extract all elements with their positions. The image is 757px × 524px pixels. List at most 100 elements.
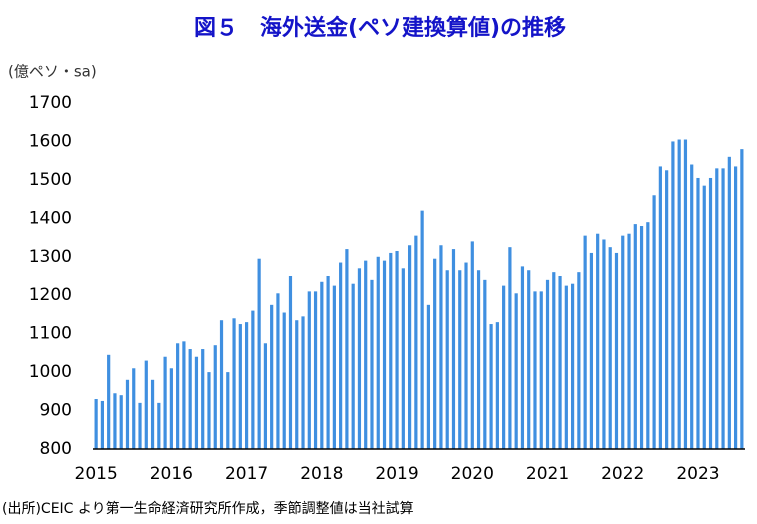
bar — [470, 241, 474, 449]
bar — [445, 270, 449, 449]
bar — [332, 285, 336, 449]
bar — [176, 343, 180, 449]
bar — [119, 395, 123, 449]
bar — [495, 322, 499, 449]
bar — [276, 293, 280, 449]
bar — [733, 166, 738, 449]
x-tick-label: 2023 — [676, 464, 719, 484]
bar — [376, 256, 380, 449]
bar — [608, 247, 612, 449]
bar — [639, 226, 644, 449]
bar — [690, 164, 694, 449]
bar — [414, 235, 418, 449]
bar — [244, 322, 249, 449]
bar — [345, 249, 349, 449]
source-note: (出所)CEIC より第一生命経済研究所作成，季節調整値は当社試算 — [2, 500, 414, 517]
bar — [295, 320, 299, 449]
bar — [150, 379, 155, 449]
chart-title: 図５ 海外送金(ペソ建換算値)の推移 — [194, 15, 566, 41]
bar — [238, 324, 242, 449]
bar — [740, 149, 744, 449]
bar — [301, 316, 305, 449]
y-tick-label: 1700 — [29, 93, 72, 113]
bar — [364, 260, 368, 449]
x-tick-label: 2018 — [300, 464, 343, 484]
bar — [602, 239, 606, 449]
bar — [476, 270, 481, 449]
bar — [596, 233, 600, 449]
bar — [489, 324, 493, 449]
bar — [188, 349, 192, 449]
bar — [665, 170, 669, 449]
bar — [113, 393, 117, 449]
bar — [288, 276, 293, 449]
bar — [370, 279, 374, 449]
bar — [157, 402, 161, 449]
bar — [401, 268, 405, 449]
bar — [351, 283, 355, 449]
bar — [696, 177, 700, 449]
bar — [125, 379, 130, 449]
bar — [219, 320, 224, 449]
y-tick-label: 1500 — [29, 170, 72, 190]
bar — [683, 139, 688, 449]
bar — [320, 281, 324, 449]
bar — [502, 285, 506, 449]
bar — [727, 156, 731, 450]
bar — [407, 245, 412, 449]
bar — [633, 224, 637, 449]
bar — [207, 372, 211, 449]
bar — [257, 258, 261, 449]
bar — [226, 372, 230, 449]
bar — [570, 283, 575, 449]
bar — [508, 247, 512, 449]
bar — [702, 185, 706, 449]
bar — [169, 368, 173, 449]
bar — [552, 272, 556, 449]
bar — [621, 235, 625, 449]
bar — [458, 270, 462, 449]
bar — [420, 210, 424, 449]
bar — [307, 291, 311, 449]
y-tick-label: 900 — [40, 401, 72, 421]
x-tick-label: 2015 — [75, 464, 118, 484]
bar — [646, 222, 650, 449]
bar — [677, 139, 681, 449]
bar — [263, 343, 268, 449]
bar — [232, 318, 236, 449]
y-tick-label: 1200 — [29, 285, 72, 305]
x-tick-label: 2022 — [601, 464, 644, 484]
bar — [270, 304, 274, 449]
bar — [326, 276, 330, 449]
x-tick-label: 2020 — [451, 464, 494, 484]
bar — [589, 252, 594, 449]
y-tick-label: 800 — [40, 439, 72, 459]
bar — [433, 258, 437, 449]
bar — [583, 235, 587, 449]
bar — [194, 356, 199, 449]
bar — [251, 310, 255, 449]
y-tick-label: 1400 — [29, 208, 72, 228]
bar — [395, 251, 399, 449]
y-tick-label: 1600 — [29, 131, 72, 151]
x-tick-label: 2017 — [225, 464, 268, 484]
bar — [132, 368, 136, 449]
bar — [545, 279, 550, 449]
bar — [339, 262, 343, 449]
bar — [451, 249, 456, 449]
bar — [671, 141, 675, 449]
bar — [658, 166, 662, 449]
bar — [577, 272, 581, 449]
bar — [527, 270, 531, 449]
bar — [520, 266, 525, 449]
bar — [558, 276, 562, 449]
bar — [439, 245, 443, 449]
y-axis-label: (億ペソ・sa) — [8, 63, 97, 81]
bar — [163, 356, 167, 449]
bar — [213, 345, 217, 449]
bar — [389, 252, 393, 449]
bar — [721, 168, 725, 449]
bar — [715, 168, 719, 449]
bar — [144, 360, 148, 449]
